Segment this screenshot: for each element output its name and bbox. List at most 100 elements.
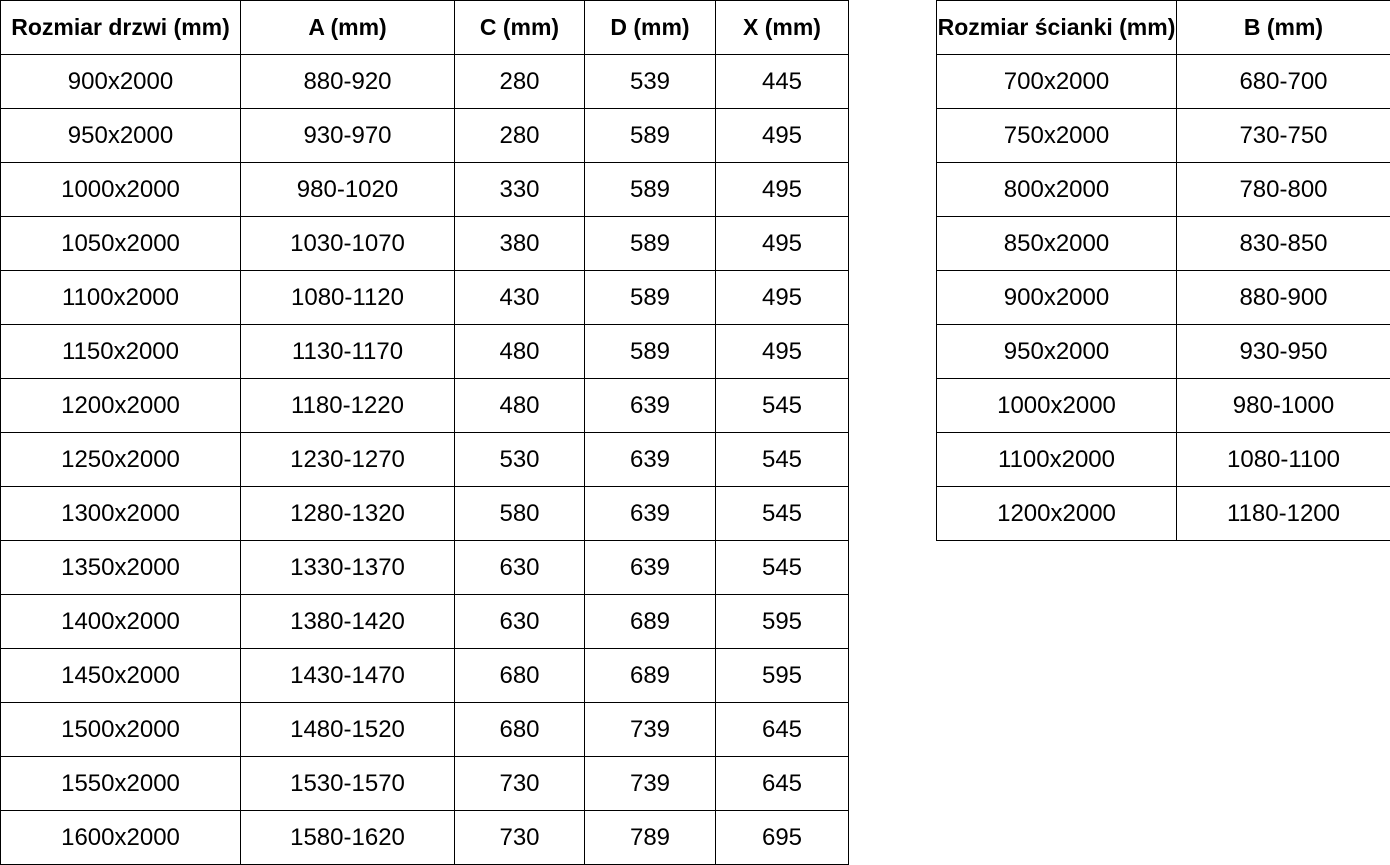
table-row: 750x2000 730-750: [936, 108, 1390, 163]
table-row: 700x2000 680-700: [936, 54, 1390, 109]
table-cell: 639: [584, 540, 716, 595]
table-cell: 539: [584, 54, 716, 109]
table-cell: 689: [584, 648, 716, 703]
table-cell: 589: [584, 324, 716, 379]
column-header: A (mm): [240, 0, 455, 55]
table-cell: 589: [584, 162, 716, 217]
table-cell: 495: [715, 270, 849, 325]
table-cell: 830-850: [1176, 216, 1390, 271]
table-cell: 1380-1420: [240, 594, 455, 649]
table-row: 1450x2000 1430-1470 680 689 595: [0, 648, 849, 703]
table-cell: 1450x2000: [0, 648, 241, 703]
table-row: 900x2000 880-900: [936, 270, 1390, 325]
table-row: 1300x2000 1280-1320 580 639 545: [0, 486, 849, 541]
table-cell: 930-970: [240, 108, 455, 163]
table-cell: 1130-1170: [240, 324, 455, 379]
table-cell: 430: [454, 270, 585, 325]
table-cell: 880-900: [1176, 270, 1390, 325]
table-cell: 480: [454, 378, 585, 433]
table-cell: 495: [715, 216, 849, 271]
table-cell: 1300x2000: [0, 486, 241, 541]
table-cell: 1180-1200: [1176, 486, 1390, 541]
table-cell: 445: [715, 54, 849, 109]
table-row: 950x2000 930-950: [936, 324, 1390, 379]
table-cell: 639: [584, 486, 716, 541]
table-cell: 630: [454, 540, 585, 595]
table-row: 900x2000 880-920 280 539 445: [0, 54, 849, 109]
door-dimensions-table: Rozmiar drzwi (mm) A (mm) C (mm) D (mm) X (m…: [0, 0, 849, 865]
table-cell: 1000x2000: [0, 162, 241, 217]
table-row: 1250x2000 1230-1270 530 639 545: [0, 432, 849, 487]
table-row: 950x2000 930-970 280 589 495: [0, 108, 849, 163]
table-row: 1100x2000 1080-1100: [936, 432, 1390, 487]
table-cell: 630: [454, 594, 585, 649]
table-cell: 589: [584, 108, 716, 163]
column-header: D (mm): [584, 0, 716, 55]
table-cell: 730: [454, 810, 585, 865]
table-cell: 495: [715, 162, 849, 217]
table-cell: 680: [454, 648, 585, 703]
table-cell: 780-800: [1176, 162, 1390, 217]
table-cell: 730: [454, 756, 585, 811]
table-cell: 930-950: [1176, 324, 1390, 379]
table-cell: 1080-1100: [1176, 432, 1390, 487]
table-cell: 1280-1320: [240, 486, 455, 541]
table-cell: 900x2000: [936, 270, 1177, 325]
table-cell: 639: [584, 432, 716, 487]
table-cell: 1150x2000: [0, 324, 241, 379]
header-row: Rozmiar drzwi (mm) A (mm) C (mm) D (mm) X (m…: [0, 0, 849, 55]
table-cell: 595: [715, 594, 849, 649]
table-row: 1050x2000 1030-1070 380 589 495: [0, 216, 849, 271]
table-cell: 589: [584, 270, 716, 325]
table-cell: 850x2000: [936, 216, 1177, 271]
table-cell: 1550x2000: [0, 756, 241, 811]
table-row: 1100x2000 1080-1120 430 589 495: [0, 270, 849, 325]
table-row: 1200x2000 1180-1200: [936, 486, 1390, 541]
table-row: 1400x2000 1380-1420 630 689 595: [0, 594, 849, 649]
table-row: 1350x2000 1330-1370 630 639 545: [0, 540, 849, 595]
table-cell: 950x2000: [0, 108, 241, 163]
table-cell: 950x2000: [936, 324, 1177, 379]
table-cell: 1000x2000: [936, 378, 1177, 433]
column-header: B (mm): [1176, 0, 1390, 55]
table-row: 1150x2000 1130-1170 480 589 495: [0, 324, 849, 379]
table-cell: 1430-1470: [240, 648, 455, 703]
table-cell: 530: [454, 432, 585, 487]
table-cell: 330: [454, 162, 585, 217]
table-cell: 1200x2000: [0, 378, 241, 433]
table-cell: 545: [715, 378, 849, 433]
table-row: 1600x2000 1580-1620 730 789 695: [0, 810, 849, 865]
table-cell: 1200x2000: [936, 486, 1177, 541]
table-cell: 1350x2000: [0, 540, 241, 595]
table-cell: 739: [584, 702, 716, 757]
table-cell: 1100x2000: [936, 432, 1177, 487]
table-cell: 639: [584, 378, 716, 433]
table-cell: 589: [584, 216, 716, 271]
table-cell: 1330-1370: [240, 540, 455, 595]
table-cell: 545: [715, 432, 849, 487]
table-cell: 689: [584, 594, 716, 649]
table-cell: 595: [715, 648, 849, 703]
wall-dimensions-table: Rozmiar ścianki (mm) B (mm) 700x2000 680-70…: [936, 0, 1390, 541]
table-cell: 480: [454, 324, 585, 379]
table-cell: 1400x2000: [0, 594, 241, 649]
table-row: 1000x2000 980-1020 330 589 495: [0, 162, 849, 217]
table-cell: 495: [715, 324, 849, 379]
table-row: 1000x2000 980-1000: [936, 378, 1390, 433]
table-cell: 580: [454, 486, 585, 541]
table-row: 850x2000 830-850: [936, 216, 1390, 271]
table-cell: 1230-1270: [240, 432, 455, 487]
table-cell: 1600x2000: [0, 810, 241, 865]
table-cell: 1030-1070: [240, 216, 455, 271]
table-cell: 800x2000: [936, 162, 1177, 217]
table-cell: 380: [454, 216, 585, 271]
column-header: C (mm): [454, 0, 585, 55]
table-cell: 1580-1620: [240, 810, 455, 865]
table-cell: 1180-1220: [240, 378, 455, 433]
table-row: 1200x2000 1180-1220 480 639 545: [0, 378, 849, 433]
column-header: Rozmiar ścianki (mm): [936, 0, 1177, 55]
table-row: 1550x2000 1530-1570 730 739 645: [0, 756, 849, 811]
column-header: Rozmiar drzwi (mm): [0, 0, 241, 55]
table-cell: 645: [715, 756, 849, 811]
